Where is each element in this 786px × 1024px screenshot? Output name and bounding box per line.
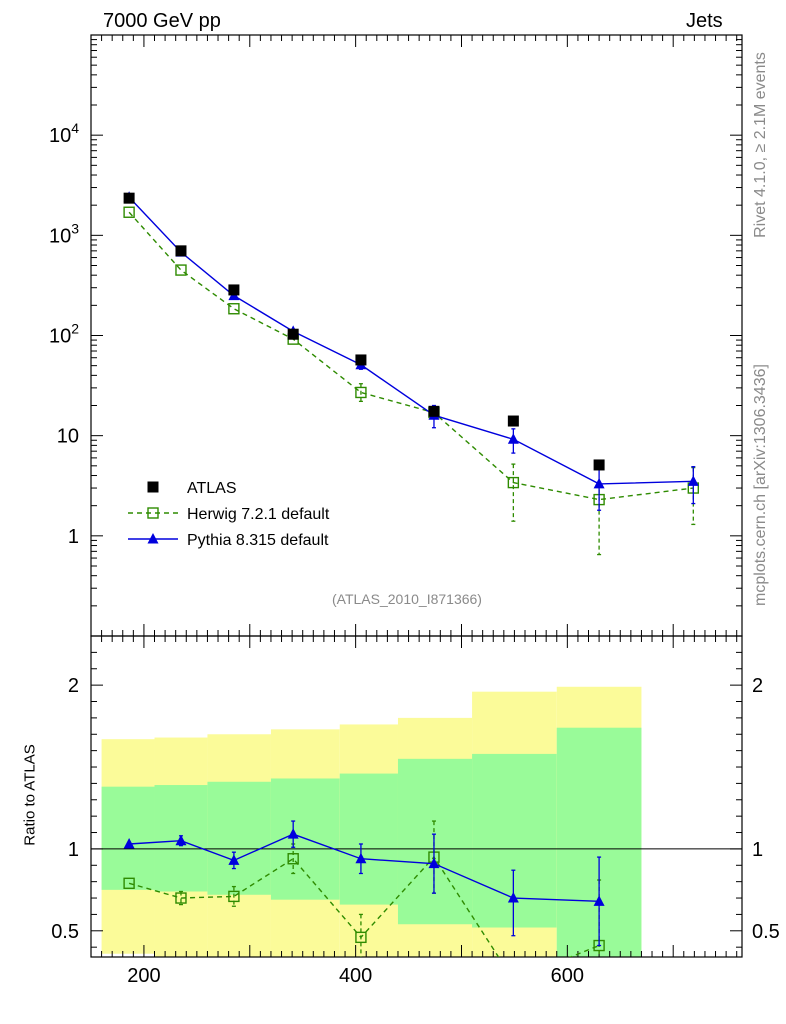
data-point: [175, 264, 187, 276]
data-point: [175, 245, 187, 257]
mcplots-label: mcplots.cern.ch [arXiv:1306.3436]: [752, 364, 769, 606]
data-point: [355, 931, 367, 944]
series-line-herwig: [128, 211, 694, 501]
data-point: [228, 890, 240, 903]
data-point: [355, 852, 367, 864]
data-point: [175, 834, 187, 846]
data-point: [355, 354, 367, 366]
data-point: [123, 206, 135, 218]
x-tick-label: 200: [127, 965, 160, 987]
ratio-series: [123, 820, 605, 957]
band-inner: [101, 786, 155, 890]
uncertainty-bands: [101, 686, 642, 957]
y-tick-label: 102: [49, 321, 79, 348]
data-point: [123, 192, 135, 204]
legend: [128, 481, 178, 544]
band-inner: [207, 781, 271, 895]
x-tick-label: 600: [551, 965, 584, 987]
ratio-y-axis-label: Ratio to ATLAS: [21, 744, 39, 846]
ratio-y-tick-label: 0.5: [51, 921, 79, 943]
ratio-y-tick-label: 1: [68, 839, 79, 861]
data-point: [593, 477, 605, 489]
data-point: [428, 405, 440, 417]
data-point: [228, 284, 240, 296]
series-line-herwig: [128, 855, 600, 957]
legend-label: ATLAS: [187, 480, 237, 497]
data-point: [228, 303, 240, 315]
legend-label: Pythia 8.315 default: [187, 532, 329, 549]
data-point: [593, 895, 605, 906]
x-tick-label: 400: [339, 965, 372, 987]
data-point: [507, 433, 519, 444]
data-point: [123, 877, 135, 890]
legend-label: Herwig 7.2.1 default: [187, 506, 330, 523]
main-series: [123, 191, 700, 556]
data-point: [287, 853, 299, 865]
data-point: [687, 475, 699, 486]
ratio-y-tick-label-right: 0.5: [752, 921, 780, 943]
ratio-y-tick-label-right: 2: [752, 675, 763, 697]
series-line-pythia: [129, 833, 600, 903]
data-point: [507, 476, 520, 489]
data-point: [287, 328, 299, 340]
ratio-frame: [90, 635, 743, 958]
y-tick-label: 1: [68, 526, 79, 548]
data-point: [428, 857, 440, 869]
analysis-label: (ATLAS_2010_I871366): [332, 591, 482, 607]
band-inner: [397, 758, 473, 925]
data-point: [175, 892, 187, 904]
legend-marker: [147, 533, 159, 544]
ratio-y-tick-label: 2: [68, 675, 79, 697]
y-tick-label: 104: [49, 120, 79, 147]
data-point: [507, 415, 519, 427]
series-line-pythia: [128, 196, 694, 485]
ratio-y-tick-label-right: 1: [752, 839, 763, 861]
data-point: [228, 854, 240, 865]
legend-marker: [147, 507, 159, 519]
legend-marker: [147, 481, 159, 493]
data-point: [593, 459, 605, 471]
data-point: [507, 892, 519, 903]
y-tick-label: 103: [49, 220, 79, 247]
energy-label: 7000 GeV pp: [103, 10, 221, 32]
y-tick-label: 10: [57, 426, 79, 448]
data-point: [355, 386, 367, 399]
data-point: [123, 837, 135, 849]
category-label: Jets: [686, 10, 723, 32]
rivet-version-label: Rivet 4.1.0, ≥ 2.1M events: [752, 52, 769, 238]
data-point: [287, 828, 299, 839]
band-inner: [339, 773, 398, 905]
